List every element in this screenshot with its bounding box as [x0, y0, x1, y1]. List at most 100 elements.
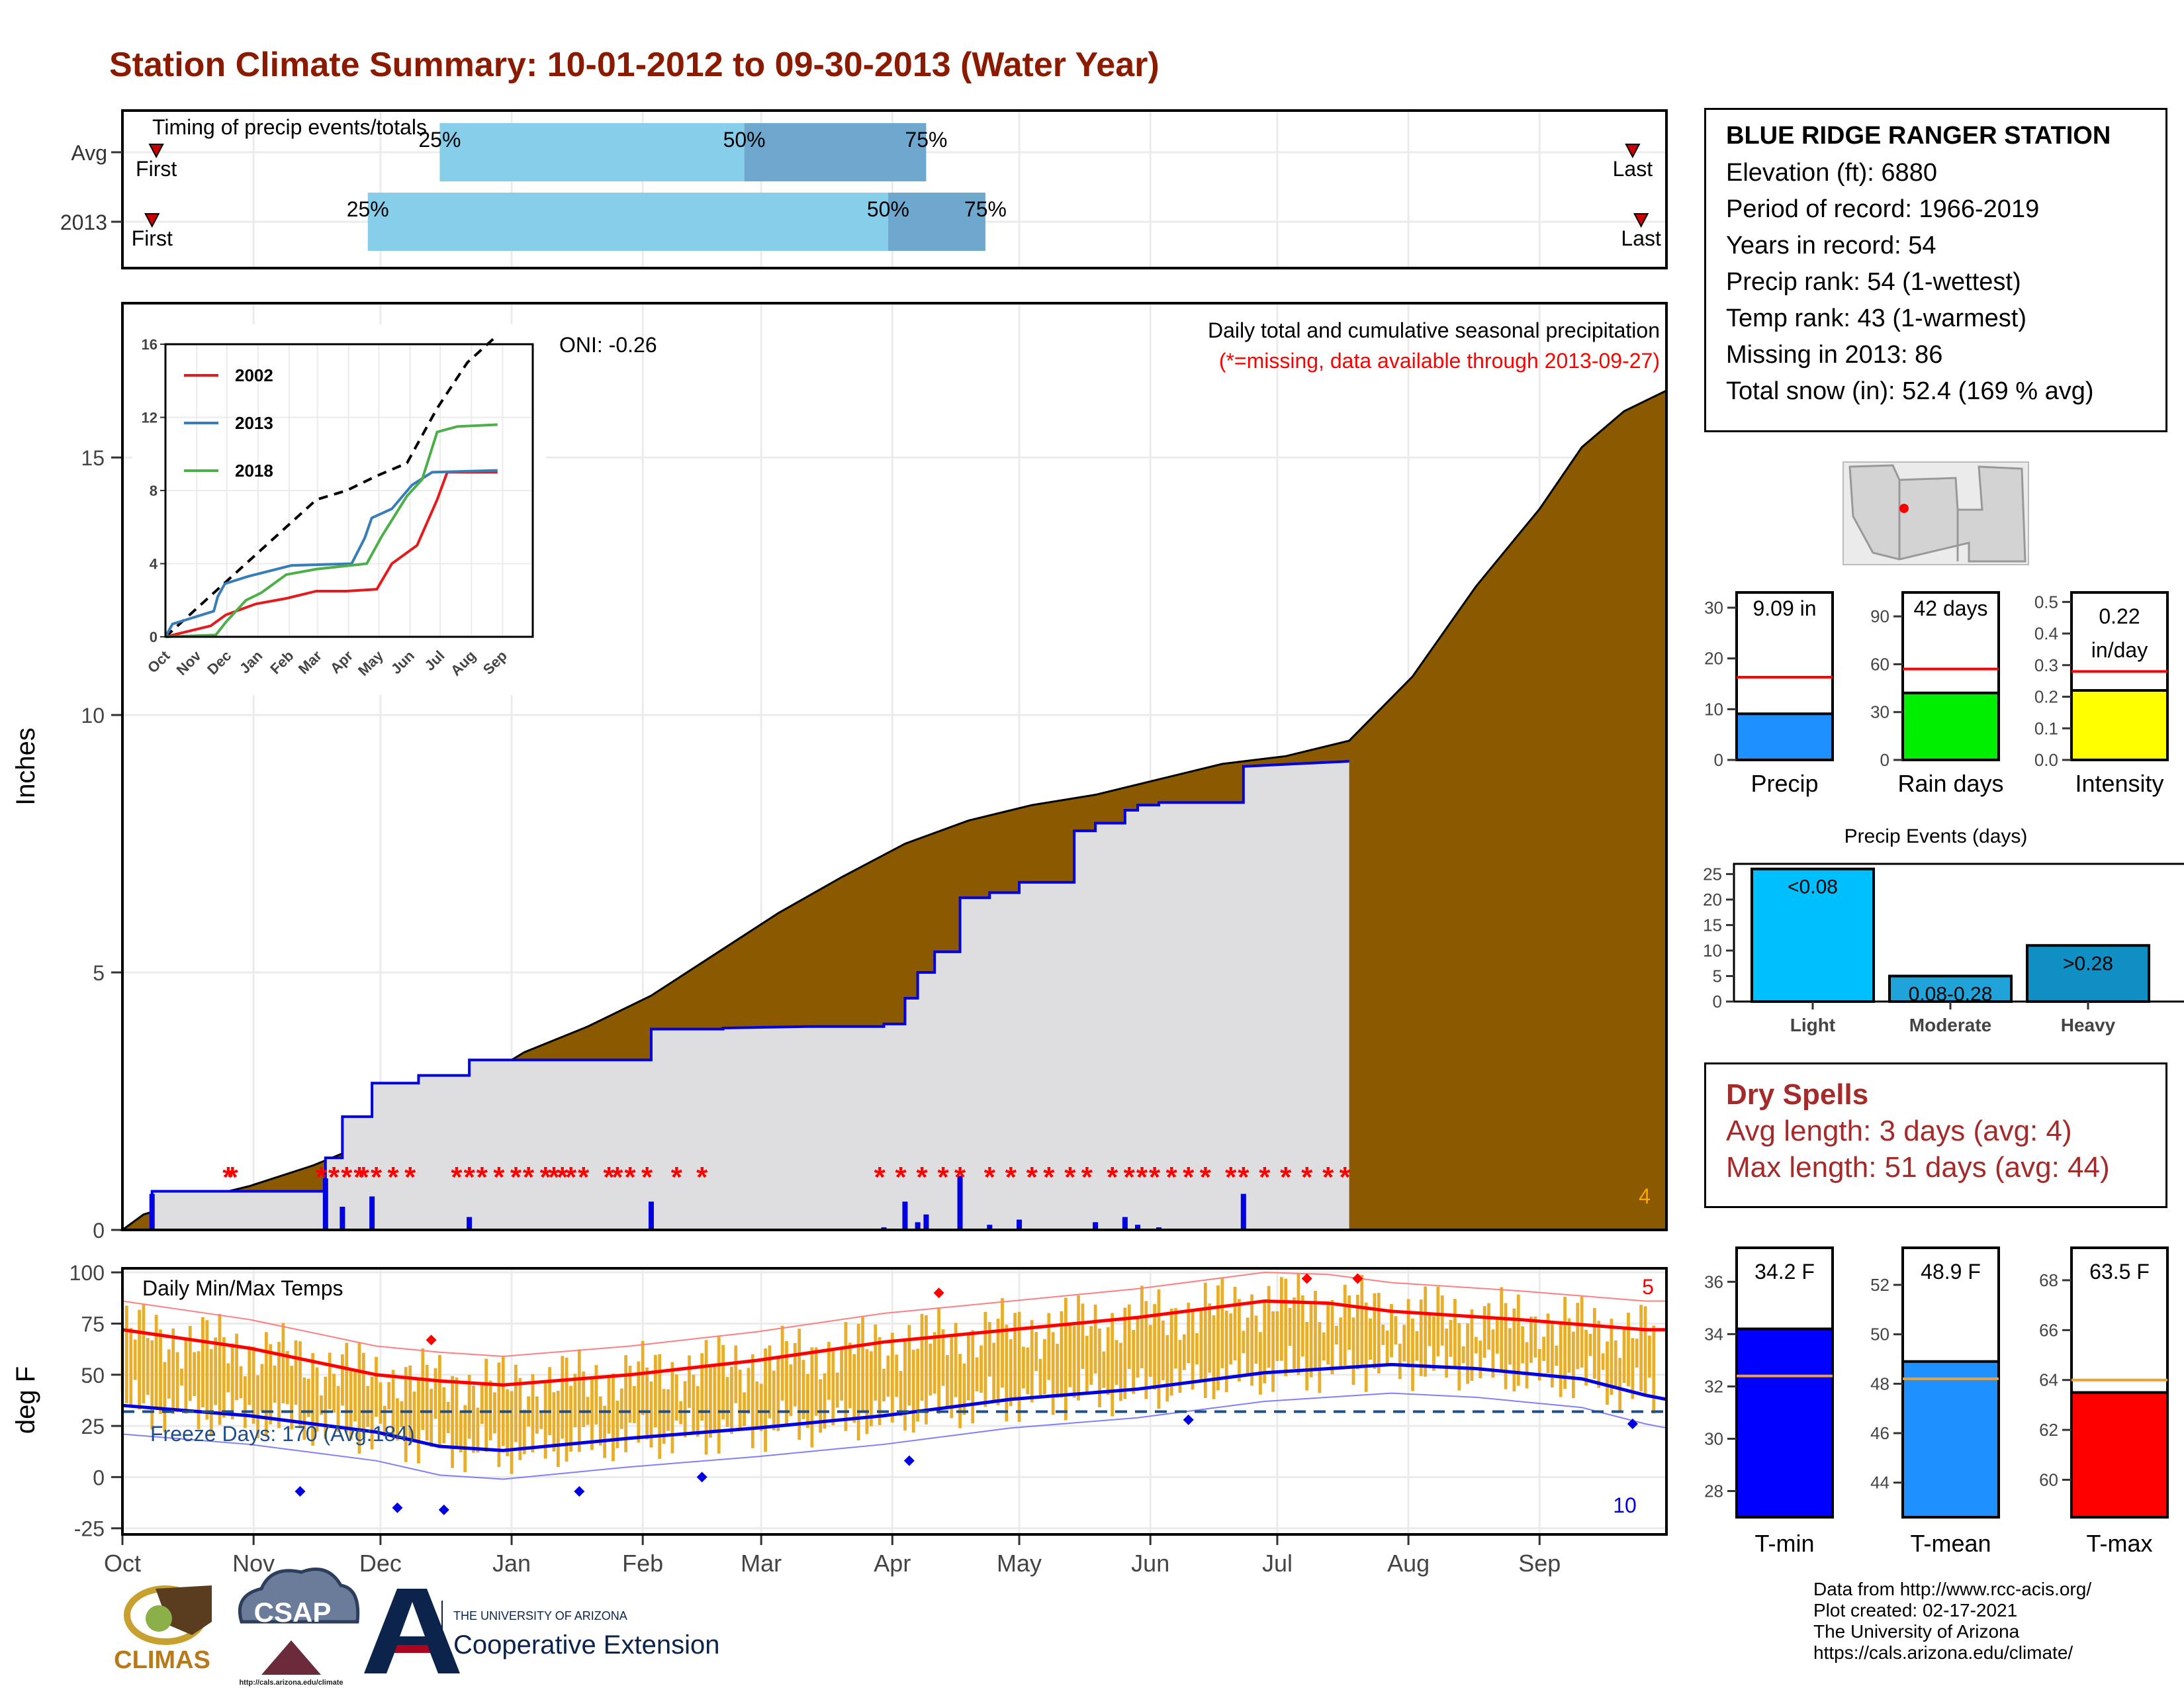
- daily-temp-bar: [1529, 1316, 1533, 1363]
- daily-temp-bar: [1056, 1344, 1059, 1398]
- missing-day-marker: *: [1322, 1161, 1334, 1194]
- timing-first-marker: [144, 213, 160, 228]
- daily-temp-bar: [835, 1372, 839, 1408]
- daily-temp-bar: [1618, 1358, 1622, 1413]
- tmean-bar-ytick-label: 48: [1870, 1374, 1889, 1393]
- tmin-bar-caption: T-min: [1755, 1530, 1815, 1557]
- daily-temp-bar: [704, 1340, 708, 1455]
- precip-minibar-bar: [1735, 712, 1834, 762]
- inset-line-2002: [165, 471, 498, 638]
- daily-temp-bar: [776, 1356, 780, 1431]
- freeze-days-label: Freeze Days: 170 (Avg:184): [150, 1422, 415, 1446]
- daily-temp-bar: [1300, 1295, 1304, 1357]
- daily-temp-bar: [1305, 1322, 1309, 1391]
- daily-temp-bar: [878, 1336, 882, 1425]
- daily-temp-bar: [518, 1378, 522, 1460]
- precip-ytick-label: 15: [81, 446, 105, 470]
- record-low-marker: [696, 1472, 707, 1483]
- daily-temp-bar: [256, 1375, 259, 1438]
- daily-temp-bar: [159, 1329, 162, 1415]
- ua-top-text: THE UNIVERSITY OF ARIZONA: [453, 1609, 627, 1622]
- daily-temp-bar: [607, 1375, 611, 1434]
- daily-temp-bar: [1208, 1303, 1212, 1373]
- daily-temp-bar: [1326, 1301, 1330, 1365]
- inset-line-2013: [164, 469, 498, 637]
- record-low-marker: [1627, 1419, 1638, 1430]
- timing-panel-label: Timing of precip events/totals: [152, 115, 427, 139]
- record-low-marker: [1183, 1414, 1194, 1425]
- daily-temp-bar: [1174, 1308, 1177, 1369]
- daily-temp-bar: [328, 1352, 332, 1409]
- missing-day-marker: *: [328, 1161, 340, 1194]
- intensity-minibar-ytick-label: 0.3: [2034, 655, 2058, 675]
- station-temp-rank: Temp rank: 43 (1-warmest): [1726, 305, 2027, 332]
- temp-ylabel: deg F: [11, 1366, 40, 1434]
- record-low-marker: [392, 1502, 403, 1513]
- missing-day-marker: *: [548, 1161, 560, 1194]
- daily-temp-bar: [1233, 1286, 1237, 1361]
- daily-temp-bar: [624, 1355, 628, 1452]
- daily-temp-bar: [1136, 1316, 1140, 1378]
- daily-temp-bar: [1479, 1340, 1482, 1379]
- tmax-bar-ytick-label: 60: [2039, 1470, 2058, 1489]
- daily-temp-bar: [437, 1354, 441, 1448]
- daily-temp-bar: [150, 1340, 154, 1430]
- daily-temp-bar: [501, 1356, 505, 1446]
- timing-bar-25-50: [439, 123, 745, 181]
- daily-temp-bar: [230, 1343, 234, 1420]
- temp-xtick-label: Oct: [104, 1550, 141, 1577]
- daily-temp-bar: [1571, 1331, 1575, 1399]
- dry-spells-title: Dry Spells: [1726, 1078, 1869, 1111]
- events-bar: [2026, 944, 2150, 1004]
- missing-day-marker: *: [404, 1161, 416, 1194]
- daily-temp-bar: [1284, 1278, 1288, 1377]
- daily-temp-bar: [214, 1337, 218, 1405]
- data-source-footer: Data from http://www.rcc-acis.org/ Plot …: [1813, 1579, 2091, 1664]
- daily-temp-bar: [789, 1364, 793, 1417]
- daily-temp-bar: [594, 1365, 598, 1425]
- daily-temp-bar: [425, 1364, 429, 1441]
- daily-temp-bar: [1330, 1299, 1334, 1375]
- daily-temp-bar: [548, 1367, 551, 1436]
- daily-precip-bar: [340, 1206, 345, 1230]
- daily-temp-bar: [755, 1381, 759, 1430]
- tmax-bar-ytick-label: 68: [2039, 1270, 2058, 1290]
- tmax-bar-caption: T-max: [2086, 1530, 2152, 1557]
- intensity-minibar-value-label: 0.22: [2099, 604, 2140, 628]
- missing-day-marker: *: [353, 1161, 365, 1194]
- missing-day-marker: *: [1183, 1161, 1195, 1194]
- daily-temp-bar: [209, 1348, 213, 1436]
- intensity-minibar-ytick-label: 0.0: [2034, 750, 2058, 770]
- footer-line-3: The University of Arizona: [1813, 1621, 2020, 1642]
- daily-temp-bar: [1474, 1336, 1478, 1354]
- daily-temp-bar: [396, 1398, 399, 1441]
- daily-temp-bar: [1512, 1308, 1516, 1392]
- daily-temp-bar: [1195, 1333, 1199, 1365]
- missing-day-marker: *: [1026, 1161, 1038, 1194]
- precip-minibar-ytick-label: 0: [1714, 750, 1723, 770]
- daily-temp-bar: [759, 1383, 763, 1431]
- daily-temp-bar: [1466, 1323, 1469, 1384]
- daily-temp-bar: [615, 1400, 619, 1448]
- temp-ytick-label: 100: [69, 1261, 105, 1285]
- daily-temp-bar: [1254, 1315, 1258, 1364]
- missing-day-marker: *: [603, 1161, 615, 1194]
- daily-temp-bar: [1339, 1317, 1343, 1366]
- daily-temp-bar: [370, 1376, 374, 1450]
- daily-temp-bar: [1216, 1285, 1220, 1391]
- daily-temp-bar: [1224, 1311, 1228, 1393]
- daily-precip-bar: [648, 1201, 654, 1230]
- daily-temp-bar: [1017, 1311, 1021, 1422]
- daily-temp-bar: [983, 1311, 987, 1407]
- daily-temp-bar: [306, 1378, 310, 1417]
- daily-temp-bar: [882, 1368, 886, 1401]
- daily-temp-bar: [484, 1358, 488, 1452]
- daily-temp-bar: [1592, 1308, 1596, 1379]
- daily-precip-bar: [915, 1222, 921, 1230]
- daily-temp-bar: [1267, 1286, 1271, 1368]
- raindays-minibar-value-label: 42 days: [1913, 596, 1987, 620]
- daily-temp-bar: [417, 1378, 420, 1464]
- missing-day-marker: *: [1124, 1161, 1136, 1194]
- precip-minibar-ytick-label: 30: [1704, 598, 1723, 618]
- inset-legend-label: 2002: [235, 365, 273, 385]
